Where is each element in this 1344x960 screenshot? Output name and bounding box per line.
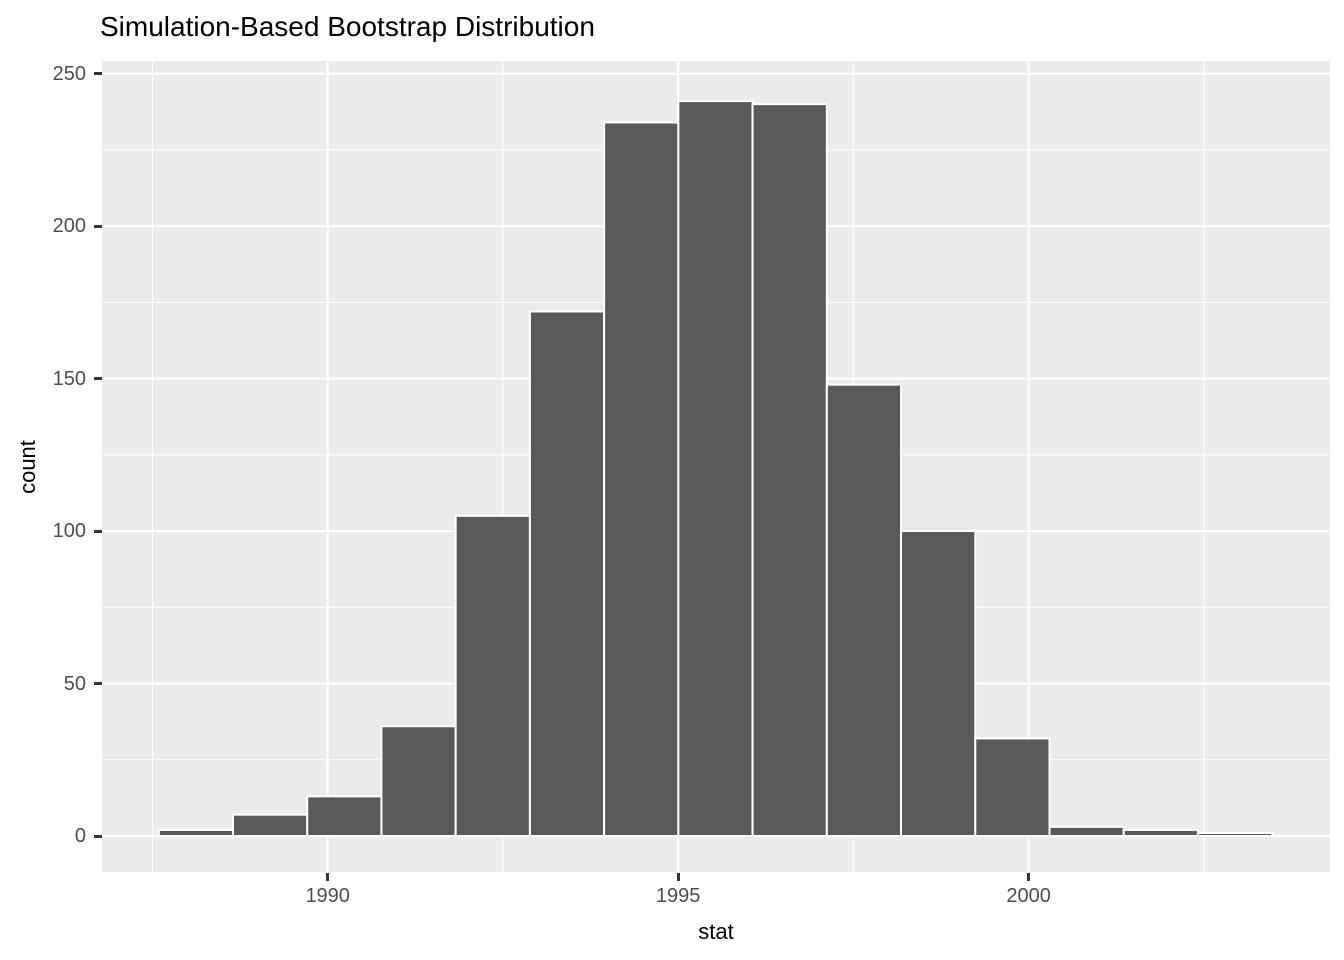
histogram-bar xyxy=(232,813,309,838)
x-tick-mark xyxy=(1027,873,1031,881)
y-tick-label: 50 xyxy=(63,672,86,695)
y-tick-mark xyxy=(94,72,102,76)
y-tick-mark xyxy=(94,682,102,686)
histogram-bar xyxy=(380,725,457,838)
y-tick-mark xyxy=(94,377,102,381)
histogram-bar xyxy=(1122,828,1199,838)
y-tick-mark xyxy=(94,529,102,533)
histogram-bar xyxy=(900,530,977,838)
histogram-svg xyxy=(102,61,1330,872)
histogram-bar xyxy=(974,737,1051,838)
histogram-bar xyxy=(157,828,235,838)
y-tick-label: 0 xyxy=(74,825,86,848)
histogram-bar xyxy=(825,383,903,838)
y-tick-label: 200 xyxy=(52,215,86,238)
x-tick-mark xyxy=(676,873,680,881)
chart-title: Simulation-Based Bootstrap Distribution xyxy=(100,11,595,42)
y-axis-title: count xyxy=(15,440,40,494)
plot-panel xyxy=(102,61,1330,872)
x-tick-label: 1995 xyxy=(655,885,701,907)
histogram-bar xyxy=(454,514,531,838)
histogram-bar xyxy=(751,103,828,838)
x-axis-title: stat xyxy=(698,919,734,944)
histogram-bar xyxy=(1048,825,1125,838)
y-tick-label: 250 xyxy=(52,62,86,85)
histogram-bar xyxy=(528,310,606,838)
x-tick-mark xyxy=(326,873,330,881)
y-tick-mark xyxy=(94,224,102,228)
x-tick-label: 2000 xyxy=(1006,885,1051,907)
histogram-bar xyxy=(677,100,754,838)
histogram-bar xyxy=(306,795,383,838)
y-tick-mark xyxy=(94,834,102,838)
histogram-bar xyxy=(603,121,680,838)
x-tick-label: 1990 xyxy=(305,885,350,907)
y-tick-label: 100 xyxy=(52,520,86,543)
histogram-bar xyxy=(1196,831,1274,838)
y-tick-label: 150 xyxy=(52,367,86,390)
